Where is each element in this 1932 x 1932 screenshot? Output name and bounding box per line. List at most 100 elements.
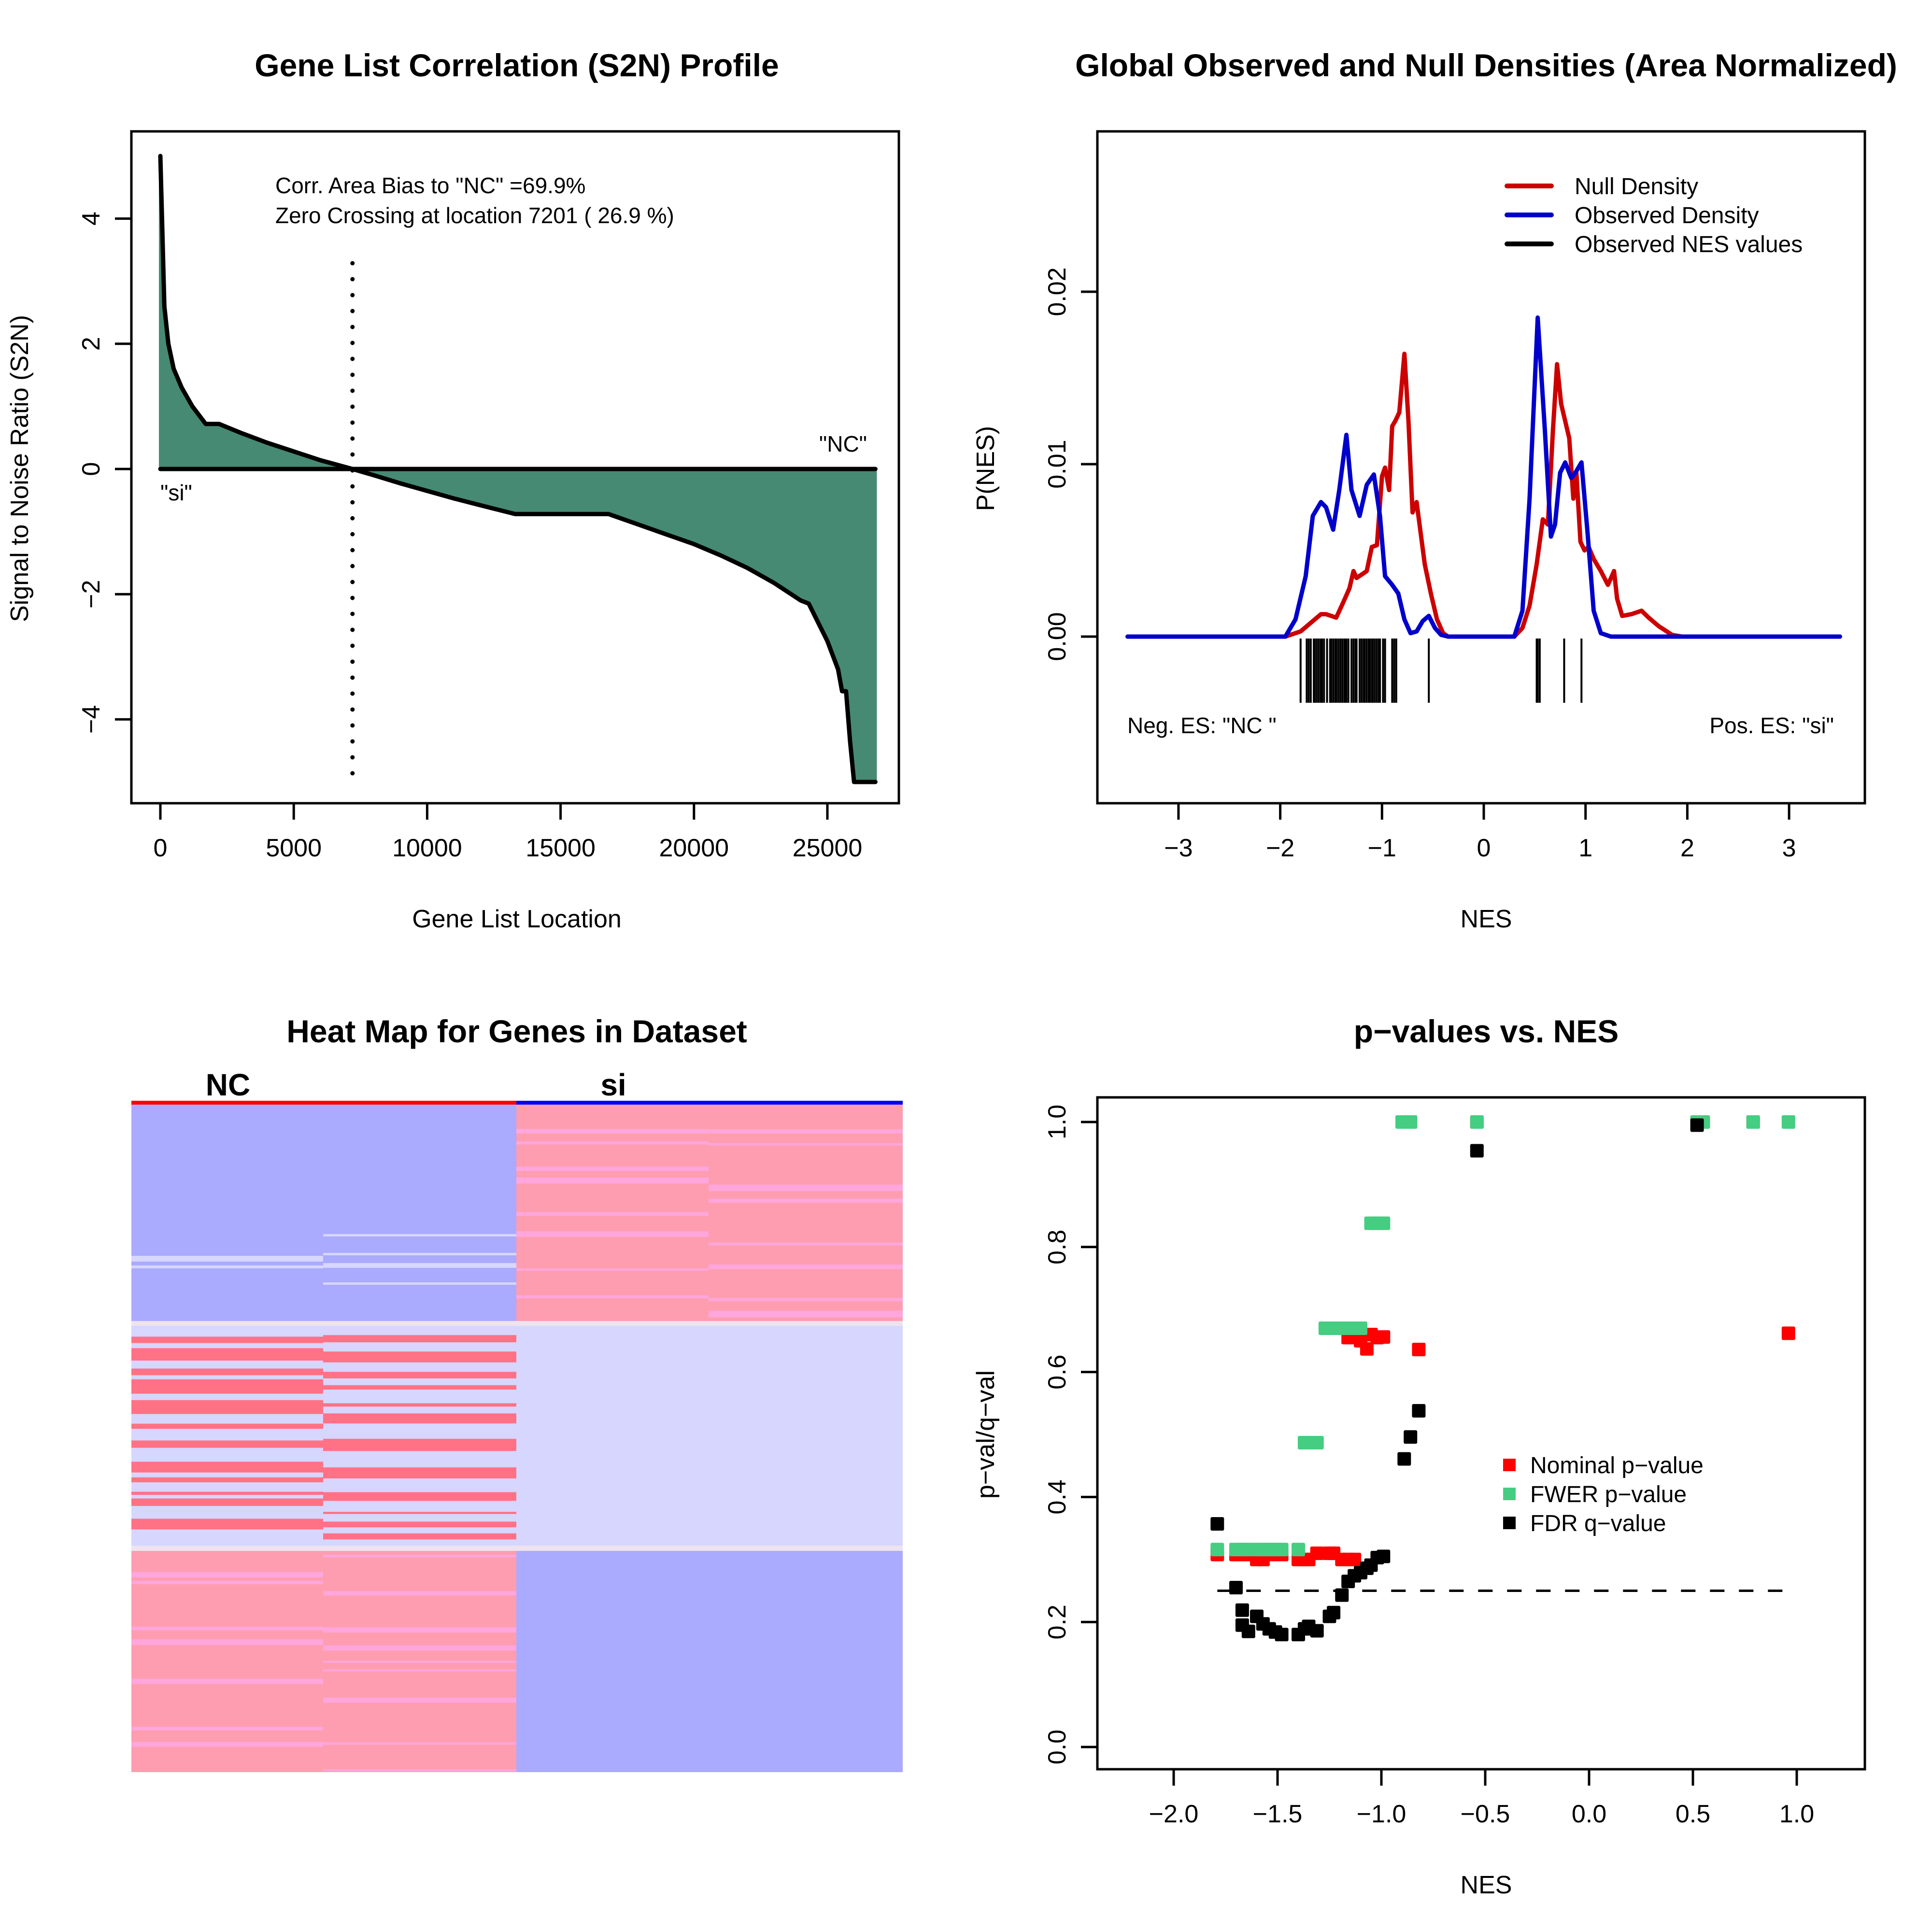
nominal-point [1781, 1326, 1795, 1340]
panel-s2n-profile: Gene List Correlation (S2N) Profile 0 500… [6, 47, 900, 933]
x-tick-label: −1.0 [1357, 1800, 1406, 1828]
x-tick-label: −1 [1368, 834, 1396, 862]
fwer-point [1746, 1115, 1760, 1129]
x-tick-label: 0.5 [1676, 1800, 1710, 1828]
legend-label-nes: Observed NES values [1575, 232, 1803, 257]
heatmap-stripe [709, 1264, 903, 1269]
y-tick-label: 0.4 [1043, 1479, 1071, 1514]
heatmap-stripe [131, 1440, 323, 1448]
s2n-y-axis-label: Signal to Noise Ratio (S2N) [6, 315, 34, 622]
heatmap-stripe [323, 1645, 516, 1651]
heatmap-stripe [131, 1379, 323, 1394]
heatmap-stripe [516, 1141, 709, 1145]
x-tick-label: 5000 [266, 834, 322, 862]
heatmap-stripe [131, 1265, 323, 1268]
fwer-point [1404, 1115, 1418, 1129]
s2n-title: Gene List Correlation (S2N) Profile [255, 47, 779, 83]
s2n-plot-frame [130, 130, 900, 805]
nominal-point [1360, 1342, 1374, 1356]
heatmap-stripe [131, 1348, 323, 1361]
heatmap-stripe [516, 1166, 709, 1171]
heatmap-stripe [131, 1477, 323, 1482]
s2n-annotation-bias: Corr. Area Bias to "NC" =69.9% [275, 173, 585, 198]
heatmap-stripe [131, 1368, 323, 1376]
heatmap-class-label-nc: NC [206, 1067, 250, 1102]
fdr-point [1397, 1452, 1411, 1466]
legend-label-fwer: FWER p−value [1530, 1482, 1687, 1507]
heatmap-stripe [323, 1555, 516, 1558]
x-tick-label: 10000 [392, 834, 462, 862]
panel-density: Global Observed and Null Densities (Area… [972, 47, 1897, 933]
y-tick-label: 0.01 [1043, 440, 1071, 488]
heatmap-stripe [323, 1669, 516, 1672]
heatmap-grid [131, 1105, 903, 1772]
heatmap-cell-block [323, 1326, 516, 1546]
heatmap-cell-block [516, 1326, 903, 1546]
fdr-point [1377, 1549, 1391, 1563]
heatmap-stripe [709, 1198, 903, 1203]
fdr-point [1210, 1517, 1224, 1531]
heatmap-stripe [323, 1413, 516, 1424]
legend-swatch-fwer [1503, 1488, 1516, 1500]
density-axes: −3 −2 −1 0 1 2 3 0.00 0.01 0.02 [1043, 267, 1796, 862]
heatmap-stripe [709, 1143, 903, 1146]
fdr-point [1275, 1628, 1289, 1642]
pvalues-plot-frame [1096, 1096, 1866, 1771]
y-tick-label: 4 [77, 212, 105, 226]
heatmap-stripe [323, 1697, 516, 1703]
fwer-point [1470, 1115, 1484, 1129]
heatmap-cell-block [323, 1105, 516, 1321]
panel-pvalues: p−values vs. NES −2.0 −1.5 −1.0 −0.5 0.0 0.5 1… [972, 1013, 1866, 1899]
heatmap-stripe [323, 1253, 516, 1255]
observed-density-curve [1125, 315, 1842, 639]
heatmap-stripe [131, 1726, 323, 1731]
y-tick-label: 0.8 [1043, 1230, 1071, 1264]
fdr-point [1327, 1605, 1341, 1619]
s2n-class-label-nc: "NC" [819, 431, 867, 456]
density-plot-area [1125, 315, 1842, 703]
x-tick-label: 0.0 [1572, 1800, 1606, 1828]
heatmap-stripe [323, 1372, 516, 1378]
fdr-point [1470, 1144, 1484, 1158]
pvalues-axes: −2.0 −1.5 −1.0 −0.5 0.0 0.5 1.0 0.0 0.2 0.4 0.6 0.8… [1043, 1105, 1814, 1828]
density-plot-frame [1096, 130, 1866, 805]
null-density-curve [1125, 352, 1842, 639]
heatmap-stripe [323, 1591, 516, 1596]
nominal-point [1412, 1343, 1426, 1357]
x-tick-label: −2 [1266, 834, 1294, 862]
heatmap-stripe [323, 1438, 516, 1451]
heatmap-stripe [323, 1351, 516, 1363]
fdr-point [1235, 1603, 1249, 1617]
fwer-point [1310, 1435, 1324, 1449]
heatmap-stripe [323, 1403, 516, 1407]
heatmap-stripe [323, 1533, 516, 1540]
heatmap-stripe [323, 1385, 516, 1390]
x-tick-label: −1.5 [1253, 1800, 1303, 1828]
heatmap-stripe [323, 1234, 516, 1236]
density-title: Global Observed and Null Densities (Area… [1075, 47, 1897, 83]
heatmap-class-label-si: si [600, 1067, 626, 1102]
heatmap-stripe [323, 1627, 516, 1633]
heatmap-stripe [516, 1231, 709, 1237]
legend-label-null: Null Density [1575, 174, 1698, 199]
density-legend: Null Density Observed Density Observed N… [1505, 174, 1803, 257]
density-neg-es-label: Neg. ES: "NC " [1127, 713, 1277, 738]
heatmap-cell-block [131, 1326, 323, 1546]
pvalues-plot-area [1210, 1115, 1795, 1642]
fwer-point [1292, 1543, 1305, 1557]
s2n-curve [158, 154, 878, 784]
x-tick-label: 15000 [526, 834, 596, 862]
legend-label-observed: Observed Density [1575, 203, 1759, 228]
heatmap-cell-block [131, 1105, 323, 1321]
pvalues-legend: Nominal p−value FWER p−value FDR q−value [1503, 1453, 1704, 1536]
fwer-point [1781, 1115, 1795, 1129]
heatmap-stripe [516, 1177, 709, 1184]
heatmap-stripe [709, 1298, 903, 1302]
heatmap-stripe [131, 1519, 323, 1530]
heatmap-stripe [131, 1626, 323, 1631]
y-tick-label: −2 [77, 580, 105, 609]
x-tick-label: 25000 [793, 834, 863, 862]
x-tick-label: −2.0 [1149, 1800, 1199, 1828]
x-tick-label: 1 [1578, 834, 1592, 862]
